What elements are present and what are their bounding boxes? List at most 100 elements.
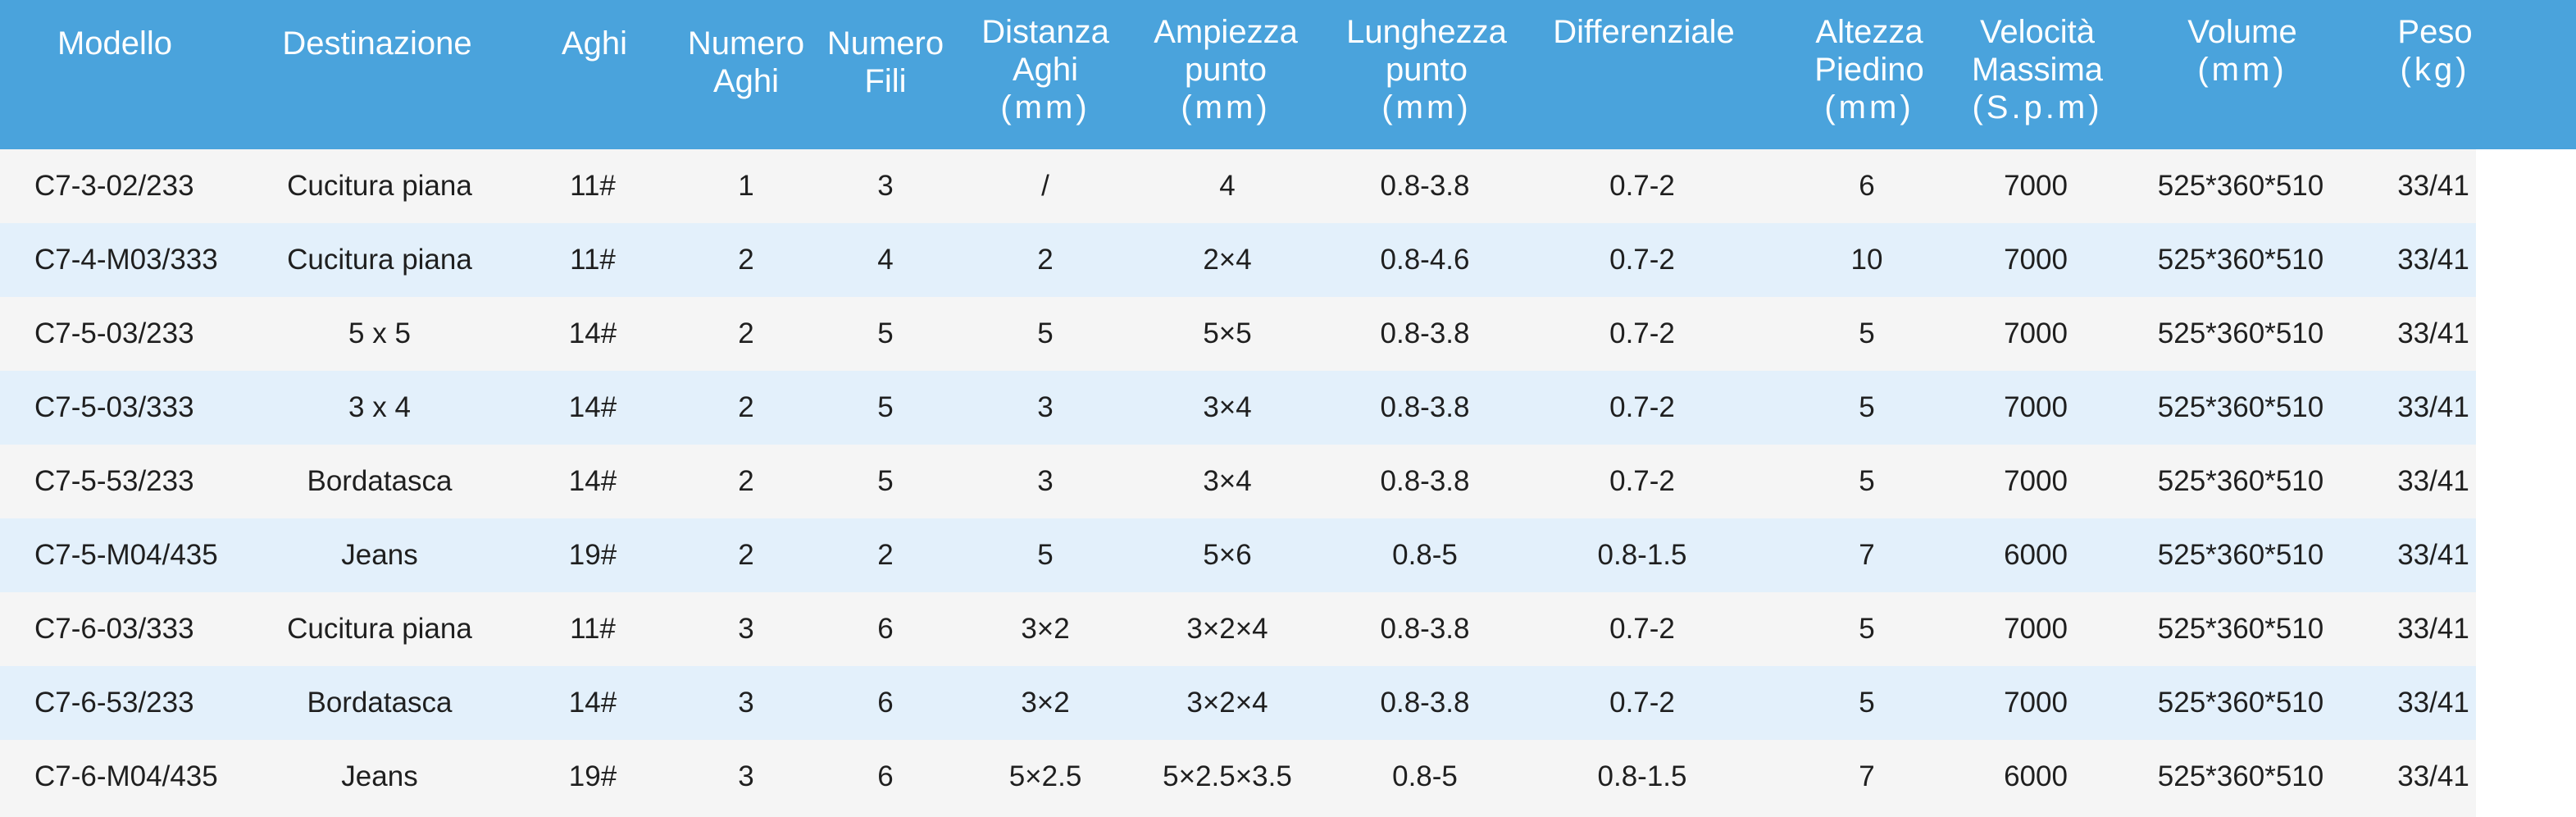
cell-needle-distance: 3×2 [1021, 613, 1070, 645]
cell-max-speed: 6000 [2004, 760, 2068, 792]
cell-volume: 525*360*510 [2157, 391, 2324, 423]
cell-max-speed: 7000 [2004, 244, 2068, 276]
header-needle-count: Numero Aghi [672, 0, 820, 149]
cell-stitch-width: 5×6 [1203, 539, 1252, 571]
header-weight: Peso (kg) [2365, 0, 2505, 149]
header-label-line: (mm) [1381, 89, 1472, 126]
cell-stitch-length: 0.8-4.6 [1380, 244, 1470, 276]
cell-thread-count: 6 [877, 687, 894, 719]
cell-stitch-width: 4 [1219, 170, 1236, 202]
cell-thread-count: 6 [877, 760, 894, 792]
header-thread-count: Numero Fili [812, 0, 959, 149]
cell-weight: 33/41 [2397, 170, 2469, 202]
cell-needle-distance: 5×2.5 [1008, 760, 1082, 792]
cell-thread-count: 6 [877, 613, 894, 645]
table-row: C7-6-M04/435 Jeans 19# 3 6 5×2.5 5×2.5×3.5 0.8-… [0, 740, 2476, 817]
cell-needle-count: 2 [738, 391, 754, 423]
table-row: C7-5-M04/435 Jeans 19# 2 2 5 5×6 0.8-5 0.8-1.5 7 6… [0, 518, 2476, 592]
header-label-line: Altezza [1815, 14, 1923, 50]
header-volume: Volume (mm) [2132, 0, 2353, 149]
cell-needles: 19# [568, 539, 617, 571]
cell-destination: 3 x 4 [348, 391, 411, 423]
header-label-line: (mm) [1000, 89, 1090, 126]
cell-stitch-width: 3×2×4 [1186, 687, 1268, 719]
cell-thread-count: 5 [877, 317, 894, 349]
cell-max-speed: 7000 [2004, 613, 2068, 645]
header-label-line: Destinazione [282, 25, 472, 62]
cell-needle-count: 3 [738, 687, 754, 719]
cell-needles: 11# [570, 244, 616, 276]
cell-weight: 33/41 [2397, 391, 2469, 423]
cell-volume: 525*360*510 [2157, 687, 2324, 719]
cell-stitch-length: 0.8-3.8 [1380, 170, 1470, 202]
cell-differential: 0.7-2 [1609, 244, 1675, 276]
cell-stitch-length: 0.8-3.8 [1380, 317, 1470, 349]
cell-needles: 14# [568, 687, 617, 719]
cell-needle-count: 2 [738, 317, 754, 349]
cell-needle-distance: 3 [1037, 391, 1054, 423]
header-label-line: Differenziale [1553, 14, 1735, 50]
cell-weight: 33/41 [2397, 244, 2469, 276]
cell-destination: Cucitura piana [287, 170, 472, 202]
cell-weight: 33/41 [2397, 539, 2469, 571]
header-label-line: Numero [826, 25, 944, 62]
header-label-line: Aghi [1012, 52, 1079, 88]
header-max-speed: Velocità Massima (S.p.m) [1943, 0, 2132, 149]
cell-stitch-length: 0.8-3.8 [1380, 465, 1470, 497]
cell-destination: Jeans [341, 539, 418, 571]
header-label-line: Distanza [981, 14, 1109, 50]
cell-destination: Bordatasca [307, 465, 453, 497]
header-label-line: (S.p.m) [1972, 89, 2103, 126]
cell-thread-count: 2 [877, 539, 894, 571]
cell-stitch-length: 0.8-3.8 [1380, 687, 1470, 719]
header-label-line: Aghi [561, 25, 628, 62]
cell-stitch-length: 0.8-5 [1392, 539, 1458, 571]
cell-model: C7-6-53/233 [34, 687, 194, 719]
cell-max-speed: 7000 [2004, 317, 2068, 349]
header-label-line: Aghi [712, 63, 780, 99]
cell-weight: 33/41 [2397, 317, 2469, 349]
cell-differential: 0.7-2 [1609, 170, 1675, 202]
cell-stitch-width: 2×4 [1203, 244, 1252, 276]
cell-thread-count: 4 [877, 244, 894, 276]
cell-needle-distance: 5 [1037, 317, 1054, 349]
cell-needle-count: 3 [738, 760, 754, 792]
cell-max-speed: 7000 [2004, 391, 2068, 423]
cell-model: C7-6-M04/435 [34, 760, 218, 792]
cell-model: C7-6-03/333 [34, 613, 194, 645]
table-row: C7-4-M03/333 Cucitura piana 11# 2 4 2 2×4 0.8-4… [0, 223, 2476, 297]
cell-stitch-width: 3×4 [1203, 391, 1252, 423]
cell-weight: 33/41 [2397, 760, 2469, 792]
header-stitch-length: Lunghezza punto (mm) [1328, 0, 1525, 149]
header-destination: Destinazione [246, 0, 508, 149]
header-label-line: punto [1184, 52, 1268, 88]
cell-stitch-width: 5×5 [1203, 317, 1252, 349]
cell-stitch-width: 5×2.5×3.5 [1163, 760, 1292, 792]
header-label-line: (mm) [2197, 52, 2287, 88]
cell-stitch-length: 0.8-5 [1392, 760, 1458, 792]
header-presser-height: Altezza Piedino (mm) [1779, 0, 1959, 149]
cell-presser-height: 5 [1859, 687, 1875, 719]
cell-thread-count: 5 [877, 465, 894, 497]
table-row: C7-5-03/233 5 x 5 14# 2 5 5 5×5 0.8-3.8 0.7-2 5 70… [0, 297, 2476, 371]
cell-stitch-width: 3×4 [1203, 465, 1252, 497]
cell-needles: 14# [568, 465, 617, 497]
table-row: C7-3-02/233 Cucitura piana 11# 1 3 / 4 0.8-3.8 0… [0, 149, 2476, 223]
cell-volume: 525*360*510 [2157, 539, 2324, 571]
header-label-line: Modello [57, 25, 173, 62]
cell-differential: 0.7-2 [1609, 687, 1675, 719]
table-row: C7-6-53/233 Bordatasca 14# 3 6 3×2 3×2×4 0.8-3.… [0, 666, 2476, 740]
table-header: Modello Destinazione Aghi Numero Aghi Numero F… [0, 0, 2576, 149]
header-label-line: Peso [2397, 14, 2473, 50]
cell-needles: 19# [568, 760, 617, 792]
header-needles: Aghi [533, 0, 656, 149]
cell-model: C7-5-M04/435 [34, 539, 218, 571]
cell-destination: 5 x 5 [348, 317, 411, 349]
cell-destination: Cucitura piana [287, 244, 472, 276]
cell-presser-height: 7 [1859, 539, 1875, 571]
cell-differential: 0.7-2 [1609, 391, 1675, 423]
cell-destination: Jeans [341, 760, 418, 792]
cell-weight: 33/41 [2397, 687, 2469, 719]
cell-destination: Cucitura piana [287, 613, 472, 645]
header-label-line: Ampiezza [1154, 14, 1298, 50]
